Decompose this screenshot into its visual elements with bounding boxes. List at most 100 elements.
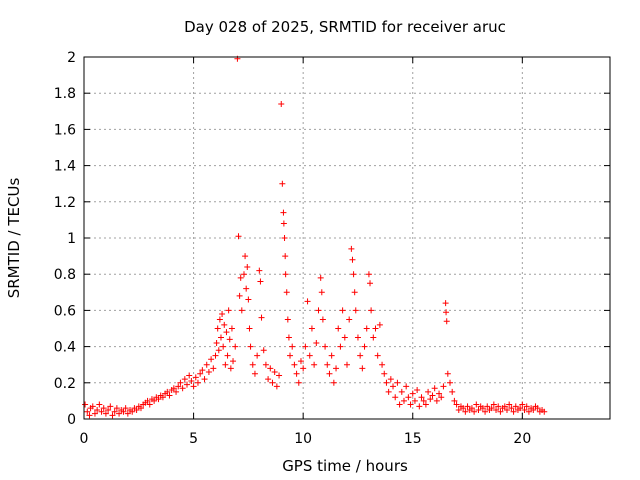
data-point [493, 406, 500, 413]
data-point [240, 271, 247, 278]
data-point [244, 263, 251, 270]
data-point [188, 377, 195, 384]
data-point [124, 410, 131, 417]
data-point [405, 394, 412, 401]
data-point [482, 408, 489, 415]
data-point [293, 370, 300, 377]
data-point [246, 325, 253, 332]
data-point [341, 334, 348, 341]
data-point [517, 405, 524, 412]
data-point [322, 343, 329, 350]
data-point [411, 397, 418, 404]
data-point [133, 406, 140, 413]
data-point [308, 325, 315, 332]
x-tick-label: 20 [513, 431, 531, 447]
data-point [98, 408, 105, 415]
data-point [235, 233, 242, 240]
data-point [484, 403, 491, 410]
data-point [265, 376, 272, 383]
data-point [427, 396, 434, 403]
data-point [291, 361, 298, 368]
data-point [318, 289, 325, 296]
data-point [175, 383, 182, 390]
data-point [431, 385, 438, 392]
data-point [387, 376, 394, 383]
data-point [144, 397, 151, 404]
data-point [282, 271, 289, 278]
data-point [287, 352, 294, 359]
y-tick-labels: 0 0.2 0.4 0.6 0.8 1 1.2 1.4 1.6 1.8 2 [54, 50, 76, 428]
data-point [381, 370, 388, 377]
data-point [479, 405, 486, 412]
x-tick-label: 0 [80, 431, 89, 447]
data-point [319, 316, 326, 323]
data-point [276, 372, 283, 379]
data-point [414, 387, 421, 394]
data-point [337, 343, 344, 350]
data-point [351, 289, 358, 296]
data-point [216, 316, 223, 323]
data-point [374, 352, 381, 359]
data-point [525, 408, 532, 415]
data-point [215, 347, 222, 354]
y-tick-label: 1.8 [54, 86, 76, 102]
data-point [109, 412, 116, 419]
data-point [449, 388, 456, 395]
data-point [519, 401, 526, 408]
data-point [155, 396, 162, 403]
data-point [146, 401, 153, 408]
data-point [317, 274, 324, 281]
data-point [392, 394, 399, 401]
data-point [225, 307, 232, 314]
data-point [530, 406, 537, 413]
data-point [173, 388, 180, 395]
data-points [82, 55, 548, 419]
data-point [214, 325, 221, 332]
data-point [508, 405, 515, 412]
data-point [279, 180, 286, 187]
data-point [383, 379, 390, 386]
data-point [396, 401, 403, 408]
data-point [447, 379, 454, 386]
data-point [224, 352, 231, 359]
data-point [436, 390, 443, 397]
y-tick-label: 0.4 [54, 340, 76, 356]
data-point [363, 325, 370, 332]
data-point [438, 394, 445, 401]
x-tick-label: 5 [189, 431, 198, 447]
data-point [425, 388, 432, 395]
data-point [236, 292, 243, 299]
data-point [113, 405, 120, 412]
data-point [105, 406, 112, 413]
data-point [247, 343, 254, 350]
data-point [442, 300, 449, 307]
data-point [453, 401, 460, 408]
data-point [440, 383, 447, 390]
data-point [444, 370, 451, 377]
data-point [96, 401, 103, 408]
data-point [254, 352, 261, 359]
data-point [330, 379, 337, 386]
data-point [368, 307, 375, 314]
plot-frame [83, 56, 611, 420]
data-point [315, 307, 322, 314]
data-point [370, 334, 377, 341]
data-point [503, 406, 510, 413]
data-point [523, 403, 530, 410]
data-point [289, 343, 296, 350]
data-point [137, 405, 144, 412]
data-point [326, 370, 333, 377]
data-point [359, 365, 366, 372]
data-point [226, 336, 233, 343]
data-point [151, 397, 158, 404]
data-point [328, 352, 335, 359]
data-point [269, 379, 276, 386]
data-point [407, 401, 414, 408]
data-point [443, 318, 450, 325]
data-point [497, 408, 504, 415]
y-tick-label: 1.4 [54, 159, 76, 175]
data-point [84, 408, 91, 415]
data-point [367, 280, 374, 287]
data-point [227, 365, 234, 372]
data-point [271, 368, 278, 375]
